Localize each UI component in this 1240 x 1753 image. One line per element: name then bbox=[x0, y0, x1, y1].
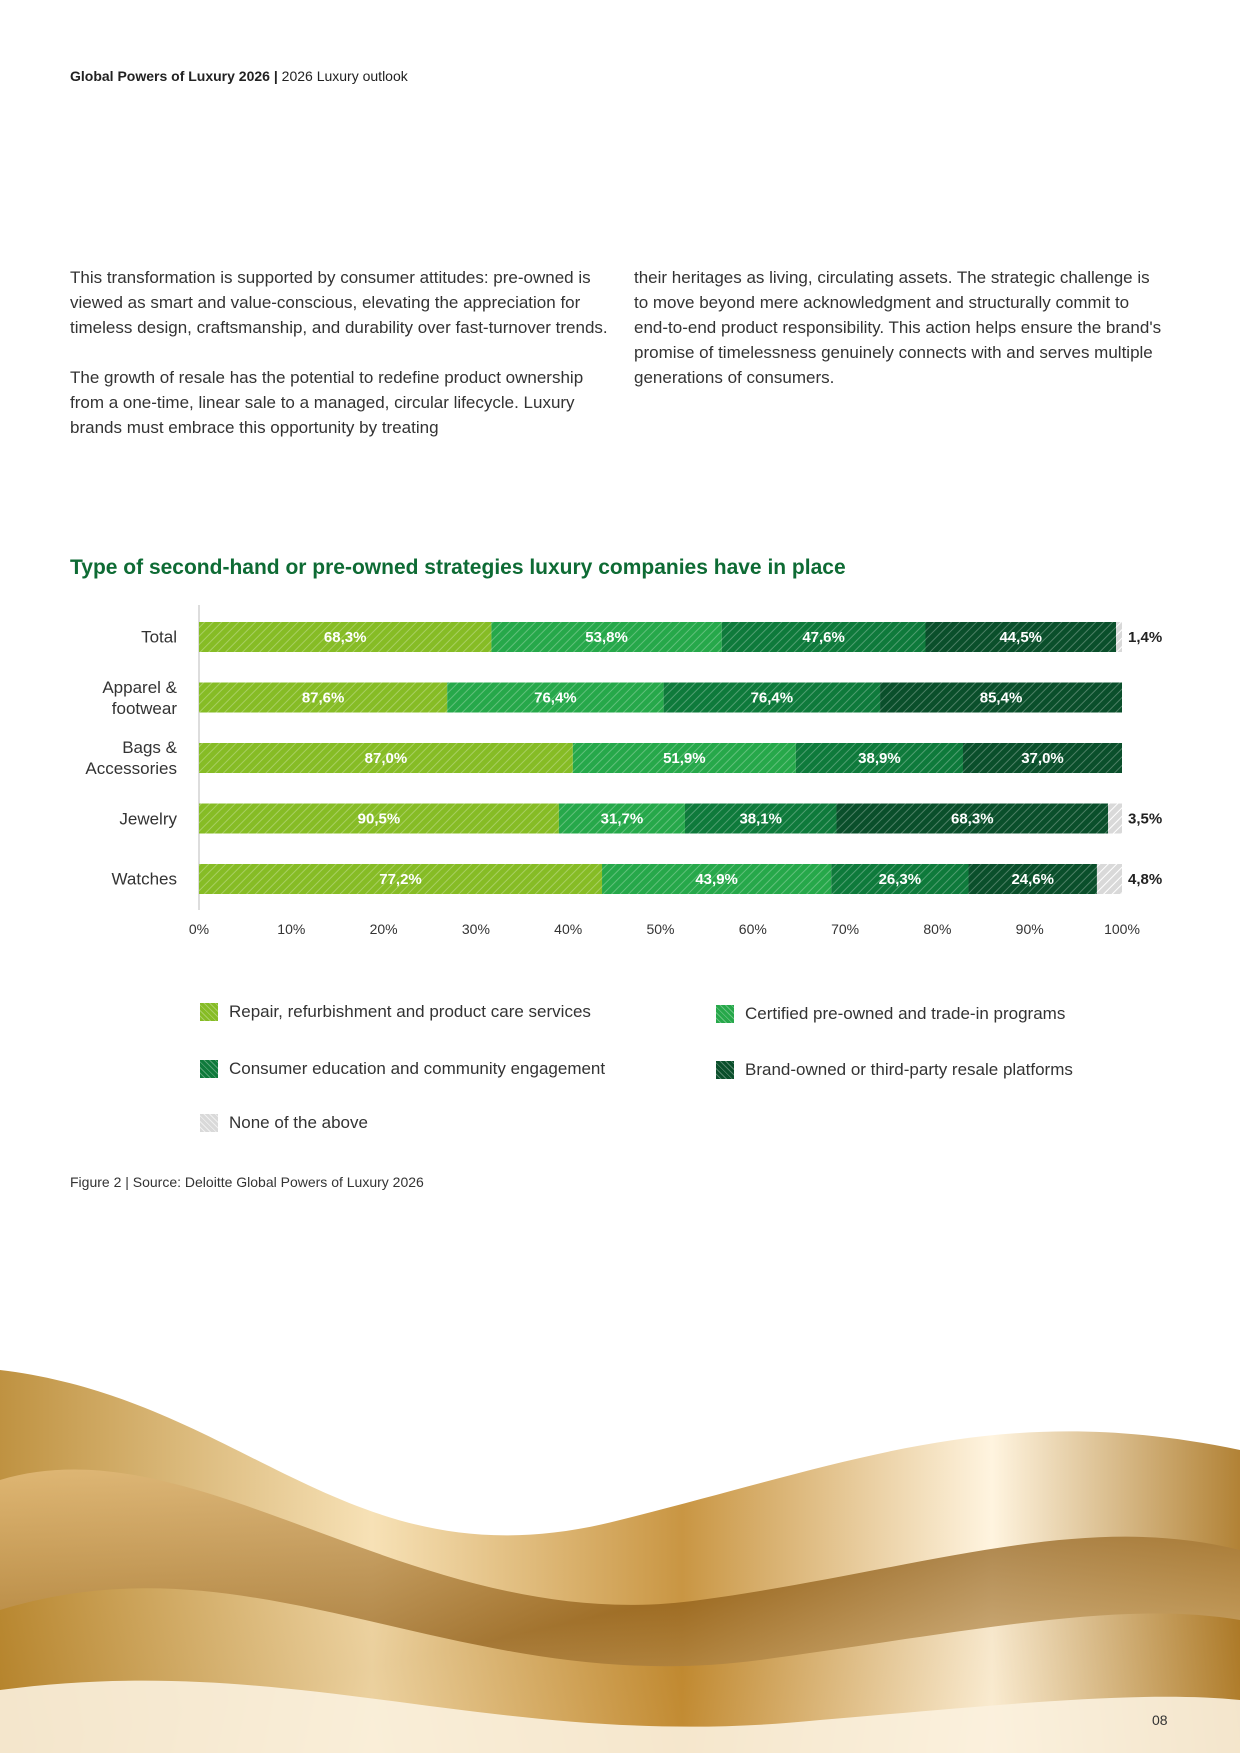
gold-wave bbox=[0, 1370, 1240, 1753]
bar-segment bbox=[199, 864, 603, 894]
legend-label: Brand-owned or third-party resale platfo… bbox=[745, 1060, 1073, 1079]
legend-swatch bbox=[716, 1005, 734, 1023]
bar-segment bbox=[602, 864, 832, 894]
header: Global Powers of Luxury 2026 | 2026 Luxu… bbox=[70, 68, 408, 84]
x-tick-label: 50% bbox=[646, 921, 674, 937]
data-label: 76,4% bbox=[751, 690, 794, 707]
x-tick-label: 70% bbox=[831, 921, 859, 937]
bar-segment bbox=[836, 803, 1109, 834]
legend-item: Certified pre-owned and trade-in program… bbox=[716, 1004, 1065, 1024]
data-label: 37,0% bbox=[1021, 750, 1064, 767]
data-label: 53,8% bbox=[585, 629, 628, 646]
right-column: their heritages as living, circulating a… bbox=[634, 265, 1164, 415]
bar-segment bbox=[968, 864, 1097, 894]
bar-segment bbox=[199, 682, 448, 713]
paragraph: The growth of resale has the potential t… bbox=[70, 368, 584, 437]
legend-swatch bbox=[200, 1003, 218, 1021]
x-tick-label: 60% bbox=[739, 921, 767, 937]
bar-segment bbox=[795, 743, 964, 773]
data-label: 77,2% bbox=[379, 871, 422, 888]
category-label: Jewelry bbox=[119, 809, 177, 828]
legend-item: Consumer education and community engagem… bbox=[200, 1059, 605, 1079]
x-tick-label: 10% bbox=[277, 921, 305, 937]
data-label: 47,6% bbox=[802, 629, 845, 646]
category-label: Watches bbox=[111, 869, 177, 889]
x-tick-label: 0% bbox=[189, 921, 209, 937]
x-tick-label: 80% bbox=[923, 921, 951, 937]
x-tick-label: 40% bbox=[554, 921, 582, 937]
legend-item: None of the above bbox=[200, 1113, 368, 1133]
legend-label: Certified pre-owned and trade-in program… bbox=[745, 1004, 1066, 1023]
legend-label: Consumer education and community engagem… bbox=[229, 1059, 606, 1078]
data-label: 44,5% bbox=[999, 629, 1042, 646]
data-label: 1,4% bbox=[1128, 629, 1162, 646]
legend-item: Repair, refurbishment and product care s… bbox=[200, 1002, 591, 1022]
x-tick-label: 20% bbox=[370, 921, 398, 937]
data-label: 38,1% bbox=[739, 811, 782, 828]
x-tick-label: 30% bbox=[462, 921, 490, 937]
bar-segment bbox=[880, 682, 1122, 713]
bar-segment bbox=[447, 682, 664, 713]
legend-label: None of the above bbox=[229, 1113, 368, 1132]
data-label: 68,3% bbox=[324, 629, 367, 646]
header-title: Global Powers of Luxury 2026 bbox=[70, 68, 270, 84]
category-label: Apparel & footwear bbox=[102, 677, 177, 718]
header-separator: | bbox=[273, 68, 278, 84]
data-label: 76,4% bbox=[534, 690, 577, 707]
category-label: Total bbox=[141, 627, 177, 647]
data-label: 4,8% bbox=[1128, 871, 1162, 888]
legend-label: Repair, refurbishment and product care s… bbox=[229, 1002, 591, 1021]
data-label: 38,9% bbox=[858, 750, 901, 767]
data-label: 26,3% bbox=[879, 871, 922, 888]
page-number: 08 bbox=[1152, 1712, 1168, 1728]
source-note: Figure 2 | Source: Deloitte Global Power… bbox=[70, 1174, 424, 1190]
legend-item: Brand-owned or third-party resale platfo… bbox=[716, 1060, 1073, 1080]
bar-segment bbox=[925, 622, 1117, 652]
data-label: 68,3% bbox=[951, 811, 994, 828]
bar-segment bbox=[199, 622, 492, 652]
bar-segment bbox=[199, 743, 573, 773]
data-label: 51,9% bbox=[663, 750, 706, 767]
header-subtitle: 2026 Luxury outlook bbox=[281, 68, 408, 84]
data-label: 87,0% bbox=[365, 750, 408, 767]
bar-segment bbox=[1116, 622, 1122, 652]
paragraph: This transformation is supported by cons… bbox=[70, 268, 608, 337]
bar-segment bbox=[684, 803, 837, 834]
paragraph: their heritages as living, circulating a… bbox=[634, 268, 1162, 387]
data-label: 90,5% bbox=[358, 811, 401, 828]
left-column: This transformation is supported by cons… bbox=[70, 265, 610, 465]
data-label: 3,5% bbox=[1128, 811, 1162, 828]
legend-swatch bbox=[200, 1114, 218, 1132]
data-label: 24,6% bbox=[1011, 871, 1054, 888]
bar-segment bbox=[1108, 803, 1122, 834]
chart: 0% 10% 20% 30% 40% 50% 60% 70% 80% 90% 100% 68,3% 53… bbox=[189, 605, 1162, 937]
legend-swatch bbox=[716, 1061, 734, 1079]
data-label: 85,4% bbox=[980, 690, 1023, 707]
bar-segment bbox=[831, 864, 969, 894]
x-tick-label: 90% bbox=[1016, 921, 1044, 937]
bar-segment bbox=[963, 743, 1122, 773]
bar-segment bbox=[558, 803, 685, 834]
bar-segment bbox=[199, 803, 559, 834]
data-label: 87,6% bbox=[302, 690, 345, 707]
bar-segment bbox=[491, 622, 722, 652]
category-label: Bags & Accessories bbox=[85, 738, 177, 778]
chart-title: Type of second-hand or pre-owned strateg… bbox=[70, 556, 846, 579]
data-label: 43,9% bbox=[695, 871, 738, 888]
bar-segment bbox=[721, 622, 926, 652]
bar-segment bbox=[572, 743, 796, 773]
x-tick-label: 100% bbox=[1104, 921, 1140, 937]
legend-swatch bbox=[200, 1060, 218, 1078]
data-label: 31,7% bbox=[601, 811, 644, 828]
bar-segment bbox=[1096, 864, 1122, 894]
bar-segment bbox=[663, 682, 881, 713]
